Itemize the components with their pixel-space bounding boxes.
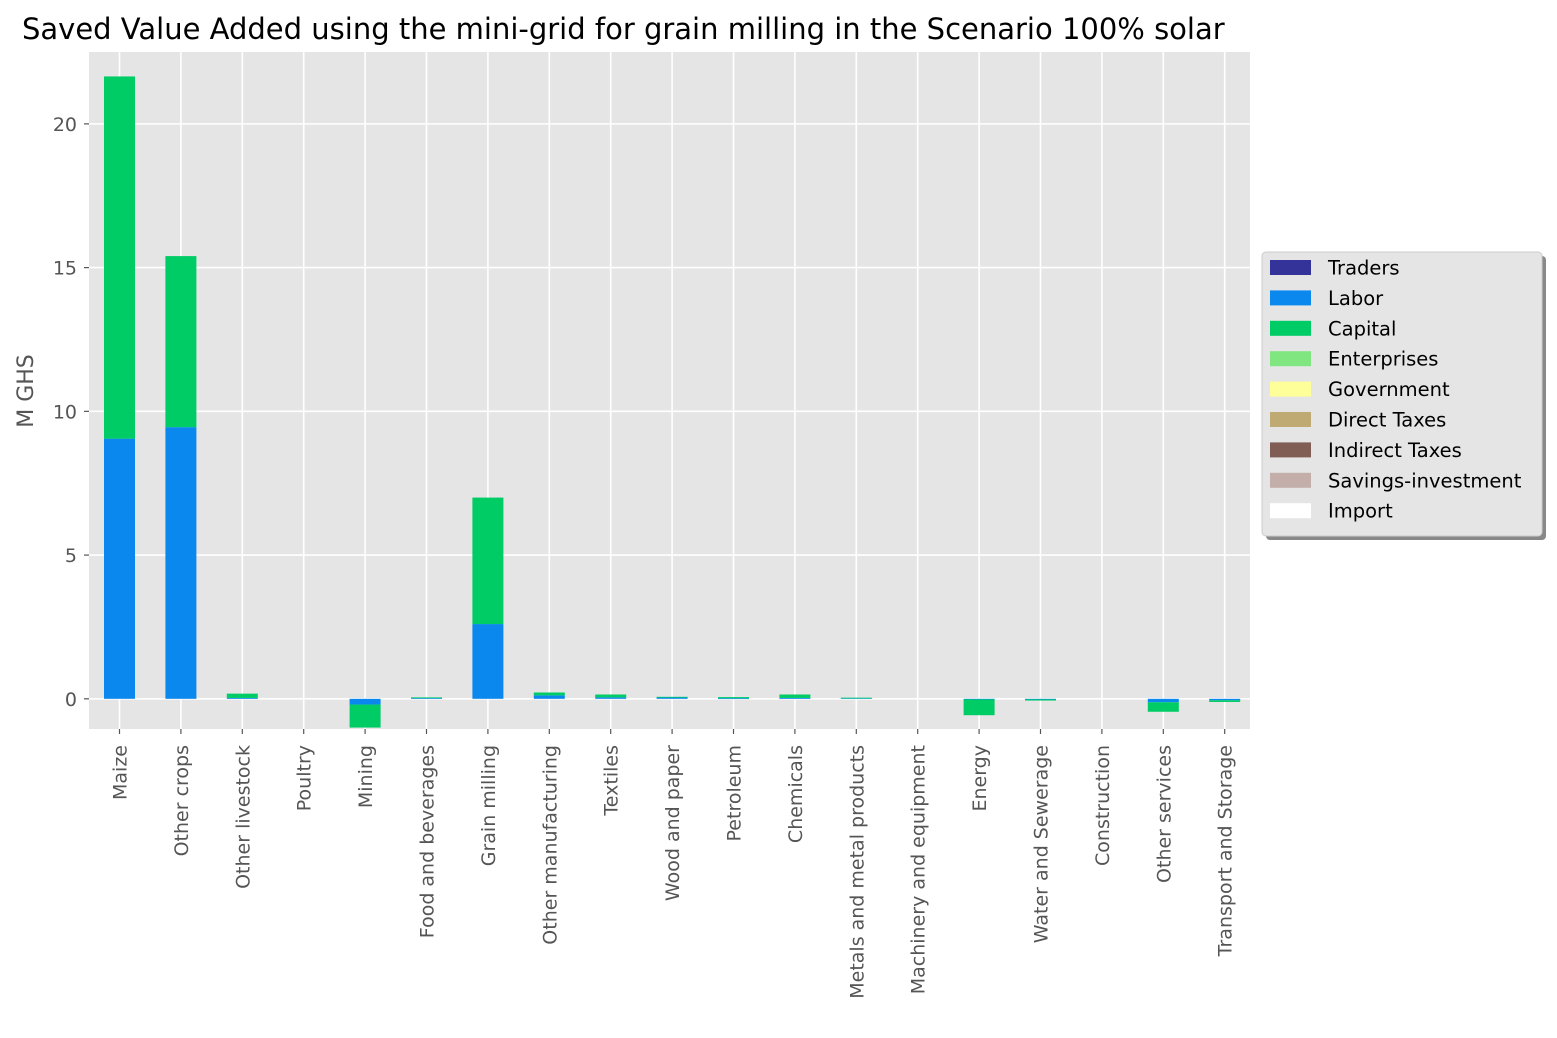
legend-label: Labor — [1328, 287, 1384, 310]
y-tick-label: 15 — [53, 258, 77, 280]
bar-segment-labor — [165, 427, 197, 699]
bar-segment-capital — [1025, 699, 1056, 701]
legend-swatch — [1270, 351, 1311, 367]
y-tick-label: 0 — [65, 689, 77, 711]
legend-label: Government — [1328, 378, 1450, 401]
bar-segment-labor — [656, 697, 688, 699]
legend-swatch — [1270, 412, 1311, 427]
legend-items: Traders Labor Capital Enterprises Government… — [1270, 257, 1522, 523]
x-tick-label: Metals and metal products — [846, 745, 868, 999]
x-tick-label: Textiles — [601, 745, 623, 817]
x-tick-label: Other crops — [171, 745, 193, 856]
x-tick-label: Water and Sewerage — [1031, 745, 1053, 943]
legend-label: Savings-investment — [1328, 469, 1522, 492]
x-tick-label: Transport and Storage — [1215, 745, 1237, 957]
x-tick-label: Petroleum — [724, 745, 746, 841]
bar-segment-labor — [1209, 698, 1241, 701]
bar-segment-capital — [779, 694, 811, 698]
x-tick-label: Construction — [1092, 745, 1114, 866]
legend-swatch — [1270, 472, 1311, 488]
legend-label: Capital — [1328, 317, 1396, 340]
x-tick-label: Mining — [355, 745, 377, 808]
x-tick-label: Food and beverages — [417, 745, 439, 938]
bar-segment-capital — [411, 697, 442, 699]
y-axis-label: M GHS — [14, 354, 39, 428]
bar-segment-labor — [411, 697, 442, 699]
bar-segment-labor — [595, 697, 627, 699]
legend-swatch — [1270, 320, 1311, 336]
bar-segment-labor — [1147, 698, 1179, 703]
bar-segment-capital — [104, 76, 135, 439]
x-tick-label: Energy — [969, 745, 991, 812]
y-tick-label: 5 — [65, 545, 77, 567]
legend-label: Import — [1328, 500, 1393, 523]
legend-swatch — [1270, 503, 1311, 519]
bar-segment-capital — [165, 256, 197, 428]
y-tick-label: 20 — [53, 114, 77, 136]
legend-label: Indirect Taxes — [1328, 439, 1462, 462]
bar-segment-capital — [349, 704, 381, 728]
legend-swatch — [1270, 381, 1311, 397]
bar-segment-labor — [104, 438, 135, 699]
x-tick-label: Other services — [1153, 745, 1175, 883]
bar-segment-capital — [1209, 700, 1241, 702]
x-tick-label: Other manufacturing — [539, 745, 561, 945]
bar-segment-labor — [349, 698, 381, 705]
bar-segment-capital — [963, 699, 995, 716]
y-tick-label: 10 — [53, 401, 77, 423]
bar-segment-labor — [533, 695, 565, 699]
bar-segment-capital — [718, 697, 749, 699]
bar-segment-labor — [472, 624, 504, 699]
bar-segment-labor — [779, 697, 811, 699]
bar-segment-capital — [472, 497, 504, 625]
plot-area — [89, 52, 1250, 729]
legend-label: Traders — [1327, 257, 1400, 280]
legend-swatch — [1270, 260, 1311, 275]
chart-title: Saved Value Added using the mini-grid fo… — [22, 12, 1225, 46]
bar-segment-labor — [1025, 698, 1056, 700]
bar-segment-labor — [718, 698, 749, 700]
x-tick-label: Poultry — [294, 745, 316, 811]
bar-segment-capital — [533, 692, 565, 696]
x-tick-label: Grain milling — [478, 745, 500, 866]
bar-segment-capital — [656, 696, 688, 698]
y-axis-ticks: 0 5 10 15 20 — [53, 114, 89, 711]
legend-box — [1261, 251, 1543, 537]
bar-segment-capital — [840, 697, 872, 699]
legend-swatch — [1270, 442, 1311, 458]
bar-segment-capital — [226, 693, 258, 698]
x-tick-label: Other livestock — [232, 745, 254, 889]
legend: Traders Labor Capital Enterprises Government… — [1261, 251, 1546, 540]
bar-segment-capital — [595, 694, 627, 698]
x-tick-label: Wood and paper — [662, 745, 684, 901]
legend-swatch — [1270, 290, 1311, 306]
x-tick-label: Chemicals — [785, 745, 807, 843]
bar-segment-labor — [963, 698, 995, 700]
bar-segment-labor — [226, 697, 258, 699]
bar-segment-capital — [1147, 702, 1179, 712]
legend-label: Direct Taxes — [1328, 409, 1446, 432]
x-tick-label: Maize — [110, 745, 132, 800]
x-tick-label: Machinery and equipment — [908, 745, 930, 994]
legend-label: Enterprises — [1328, 348, 1438, 371]
x-axis-ticks: Maize Other crops Other livestock Poultry Mi… — [110, 729, 1237, 999]
bars — [104, 76, 1241, 728]
